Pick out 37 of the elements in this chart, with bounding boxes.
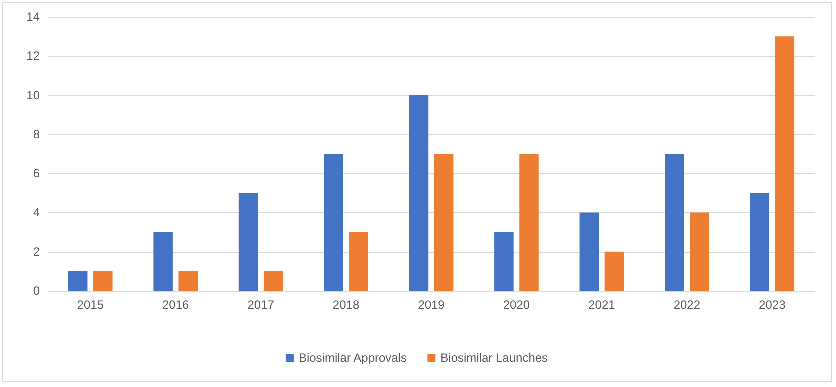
x-tick-label: 2019 [418, 298, 446, 312]
bar [238, 193, 258, 291]
y-tick-label: 6 [33, 166, 40, 181]
x-tick-label: 2022 [674, 298, 701, 312]
bar [94, 271, 113, 291]
y-tick-label: 4 [33, 206, 40, 220]
bar [154, 232, 173, 291]
bar [349, 232, 368, 291]
x-tick-label: 2017 [248, 298, 275, 312]
bar [604, 252, 624, 291]
bar [409, 95, 429, 291]
x-tick-label: 2023 [759, 298, 786, 312]
legend-label: Biosimilar Approvals [298, 351, 408, 365]
bar [324, 154, 344, 291]
bar [665, 154, 684, 291]
bar [580, 212, 600, 291]
legend-label: Biosimilar Launches [440, 351, 548, 365]
x-tick-label: 2020 [503, 298, 530, 312]
x-tick-label: 2015 [77, 298, 104, 312]
bar [750, 193, 770, 291]
y-tick-label: 2 [33, 244, 40, 259]
bar [775, 36, 795, 291]
bar [690, 212, 710, 291]
y-tick-label: 10 [26, 88, 40, 102]
bar [434, 154, 454, 291]
y-tick-label: 14 [26, 10, 40, 24]
bar [264, 271, 284, 291]
bar [494, 232, 514, 291]
x-tick-label: 2016 [162, 298, 190, 312]
y-tick-label: 0 [33, 284, 40, 298]
y-tick-label: 12 [26, 49, 40, 64]
bar [68, 271, 88, 291]
x-tick-label: 2021 [588, 298, 616, 312]
bar [178, 271, 198, 291]
y-tick-label: 8 [33, 127, 40, 142]
bar [520, 154, 539, 291]
x-tick-label: 2018 [332, 298, 360, 312]
